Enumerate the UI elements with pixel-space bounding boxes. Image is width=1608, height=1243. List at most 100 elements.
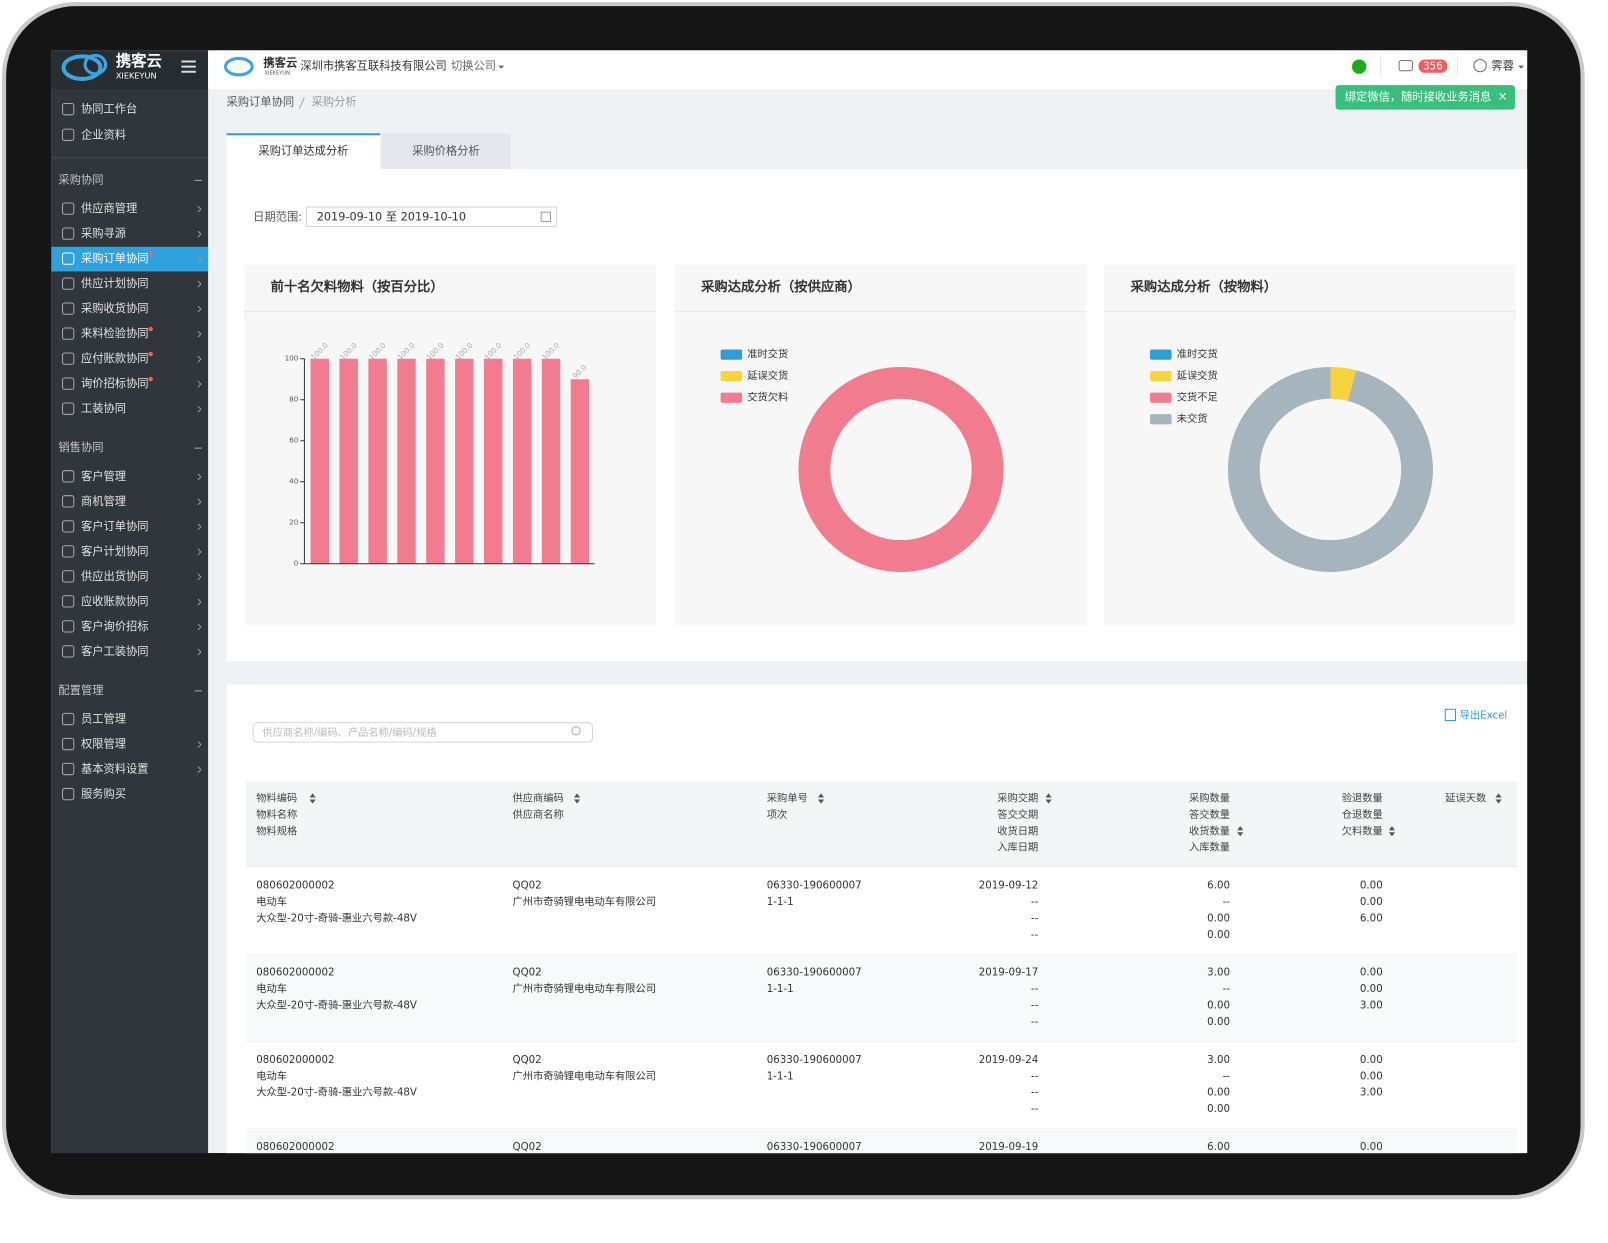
search-icon[interactable]: [571, 726, 581, 736]
menu-item[interactable]: 客户管理: [81, 469, 126, 483]
legend-swatch[interactable]: [1150, 371, 1172, 382]
legend-swatch[interactable]: [1150, 392, 1172, 403]
export-button[interactable]: 导出Excel: [1460, 708, 1508, 721]
sort-icon[interactable]: [1495, 793, 1502, 804]
column-header[interactable]: 验退数量: [1342, 791, 1383, 804]
table-cell: 6.00: [1207, 880, 1230, 892]
tab-label[interactable]: 采购订单达成分析: [258, 144, 348, 158]
sort-icon[interactable]: [1045, 793, 1052, 804]
header-logo-sub: XIEKEYUN: [264, 70, 290, 76]
menu-item[interactable]: 供应出货协同: [81, 569, 149, 583]
menu-item[interactable]: 客户计划协同: [81, 544, 149, 558]
tab[interactable]: [381, 133, 511, 170]
menu-group-title[interactable]: 采购协同: [58, 172, 103, 186]
search-box[interactable]: [252, 722, 593, 743]
menu-icon: [62, 352, 75, 365]
menu-item[interactable]: 商机管理: [81, 494, 126, 508]
menu-item[interactable]: 员工管理: [81, 712, 126, 726]
menu-item[interactable]: 询价招标协同: [81, 376, 149, 390]
legend-label[interactable]: 准时交货: [1177, 348, 1218, 361]
column-header[interactable]: 收货日期: [997, 824, 1038, 837]
column-header[interactable]: 物料规格: [256, 824, 298, 837]
column-header[interactable]: 延误天数: [1445, 791, 1486, 804]
logo-icon: [61, 54, 103, 81]
menu-item[interactable]: 基本资料设置: [81, 762, 149, 776]
menu-item[interactable]: 采购订单协同: [81, 251, 149, 265]
column-header[interactable]: 采购单号: [767, 791, 808, 804]
column-header[interactable]: 物料名称: [256, 808, 297, 821]
menu-item[interactable]: 客户询价招标: [81, 619, 149, 633]
column-header[interactable]: 采购交期: [997, 791, 1038, 804]
breadcrumb-item[interactable]: 采购订单协同: [227, 95, 295, 109]
sort-icon[interactable]: [574, 793, 581, 804]
menu-item[interactable]: 应付账款协同: [81, 351, 149, 365]
column-header[interactable]: 答交数量: [1189, 808, 1230, 821]
menu-item[interactable]: 采购寻源: [81, 226, 126, 240]
menu-item[interactable]: 工装协同: [81, 401, 126, 415]
bar: [484, 358, 503, 564]
legend-label[interactable]: 延误交货: [747, 369, 788, 382]
column-header[interactable]: 欠料数量: [1342, 824, 1383, 837]
menu-item[interactable]: 服务购买: [81, 787, 126, 801]
table-cell: 0.00: [1360, 1141, 1383, 1153]
sort-icon[interactable]: [817, 793, 825, 804]
legend-swatch[interactable]: [720, 349, 743, 360]
menu-icon: [62, 595, 75, 608]
legend-swatch[interactable]: [720, 371, 743, 382]
switch-company[interactable]: 切换公司: [451, 59, 496, 73]
legend-label[interactable]: 延误交货: [1177, 369, 1218, 382]
column-header[interactable]: 仓退数量: [1342, 808, 1383, 821]
menu-group-title[interactable]: 配置管理: [58, 683, 103, 697]
legend-swatch[interactable]: [1150, 414, 1172, 425]
chevron: [197, 766, 202, 774]
column-header[interactable]: 答交交期: [997, 808, 1038, 821]
menu-item[interactable]: 供应计划协同: [81, 276, 149, 290]
user-icon[interactable]: [1473, 58, 1487, 73]
column-header[interactable]: 采购数量: [1189, 791, 1230, 804]
menu-icon: [62, 327, 75, 340]
user-name[interactable]: 霁蓉: [1491, 60, 1514, 73]
menu-item[interactable]: 应收账款协同: [81, 594, 149, 608]
menu-item[interactable]: 来料检验协同: [81, 326, 149, 340]
menu-icon: [62, 377, 75, 390]
column-header[interactable]: 供应商编码: [513, 791, 564, 804]
column-header[interactable]: 物料编码: [256, 791, 297, 804]
menu-item[interactable]: 采购收货协同: [81, 301, 149, 315]
tooltip-close[interactable]: [1499, 92, 1507, 100]
legend-label[interactable]: 准时交货: [747, 348, 788, 361]
table-cell: 0.00: [1360, 967, 1383, 979]
menu-item[interactable]: 供应商管理: [81, 201, 137, 215]
date-input[interactable]: [305, 206, 558, 228]
table-cell: 06330-190600007: [767, 880, 862, 892]
menu-item[interactable]: 客户工装协同: [81, 644, 149, 658]
legend-swatch[interactable]: [1150, 349, 1172, 360]
legend-label[interactable]: 交货不足: [1177, 391, 1218, 404]
legend-swatch[interactable]: [720, 392, 743, 403]
sort-icon[interactable]: [1388, 826, 1396, 837]
menu-group-title[interactable]: 销售协同: [58, 440, 103, 454]
logo-sub: XIEKEYUN: [116, 70, 157, 80]
menu-item[interactable]: 协同工作台: [81, 102, 137, 116]
menu-item[interactable]: 客户订单协同: [81, 519, 149, 533]
date-value[interactable]: 2019-09-10 至 2019-10-10: [317, 210, 466, 223]
column-header[interactable]: 收货数量: [1189, 824, 1230, 837]
column-header[interactable]: 入库数量: [1189, 841, 1230, 854]
search-placeholder[interactable]: 供应商名称/编码、产品名称/编码/规格: [262, 726, 437, 739]
legend-label[interactable]: 未交货: [1177, 412, 1208, 425]
menu-item[interactable]: 企业资料: [81, 127, 126, 141]
table-cell: 1-1-1: [767, 983, 794, 995]
sort-icon[interactable]: [1237, 826, 1244, 837]
tab-active[interactable]: [226, 133, 381, 170]
column-header[interactable]: 入库日期: [997, 841, 1038, 854]
sort-icon[interactable]: [309, 793, 316, 804]
tab-label[interactable]: 采购价格分析: [412, 144, 480, 158]
calendar-icon[interactable]: [540, 211, 551, 222]
export-icon[interactable]: [1444, 708, 1457, 722]
menu-toggle[interactable]: [181, 60, 196, 73]
column-header[interactable]: 项次: [767, 808, 788, 821]
message-icon[interactable]: [1398, 59, 1413, 72]
column-header[interactable]: 供应商名称: [513, 808, 564, 821]
wechat-icon[interactable]: [1351, 59, 1367, 74]
legend-label[interactable]: 交货欠料: [747, 391, 788, 404]
menu-item[interactable]: 权限管理: [81, 737, 126, 751]
